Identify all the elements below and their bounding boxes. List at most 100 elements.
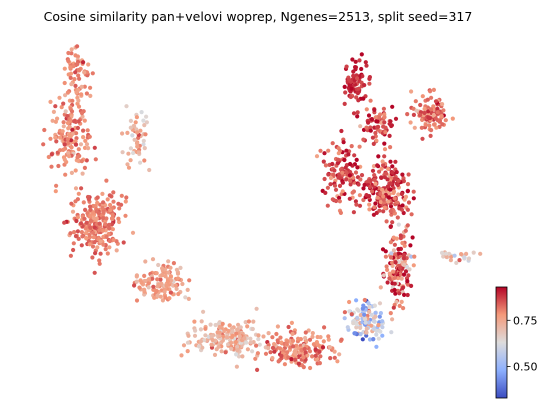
scatter-point bbox=[373, 181, 378, 186]
scatter-point bbox=[426, 115, 431, 120]
scatter-point bbox=[363, 60, 368, 65]
scatter-point bbox=[358, 177, 363, 182]
scatter-point bbox=[350, 57, 355, 62]
scatter-point bbox=[353, 59, 358, 64]
scatter-point bbox=[155, 293, 160, 298]
scatter-point bbox=[250, 349, 255, 354]
scatter-point bbox=[328, 175, 334, 181]
scatter-point bbox=[49, 152, 54, 157]
scatter-point bbox=[162, 289, 167, 294]
scatter-point bbox=[57, 95, 62, 100]
scatter-point bbox=[81, 128, 86, 133]
scatter-point bbox=[388, 159, 393, 164]
scatter-point bbox=[69, 47, 74, 52]
scatter-point bbox=[328, 356, 333, 361]
scatter-point bbox=[403, 194, 409, 199]
scatter-point bbox=[437, 118, 442, 124]
scatter-point bbox=[97, 261, 102, 266]
scatter-point bbox=[435, 110, 440, 115]
scatter-point bbox=[86, 146, 91, 151]
scatter-point bbox=[377, 314, 382, 319]
scatter-point bbox=[392, 275, 398, 280]
colorbar-ticks: 0.50 0.75 bbox=[507, 314, 538, 374]
scatter-point bbox=[388, 240, 393, 245]
scatter-point bbox=[385, 267, 390, 272]
scatter-point bbox=[396, 178, 401, 183]
scatter-point bbox=[90, 255, 95, 260]
scatter-point bbox=[385, 280, 390, 285]
scatter-point bbox=[256, 337, 261, 342]
scatter-point bbox=[359, 66, 364, 72]
scatter-point bbox=[70, 127, 75, 132]
scatter-point bbox=[198, 339, 203, 344]
scatter-point bbox=[142, 123, 147, 128]
scatter-point bbox=[237, 334, 242, 339]
scatter-point bbox=[386, 195, 391, 200]
scatter-point bbox=[142, 146, 147, 151]
scatter-point bbox=[124, 195, 129, 200]
scatter-point bbox=[65, 90, 70, 95]
scatter-point bbox=[88, 93, 93, 98]
scatter-point bbox=[376, 323, 381, 328]
scatter-point bbox=[357, 193, 362, 198]
scatter-point bbox=[353, 170, 359, 175]
scatter-point bbox=[136, 150, 142, 155]
scatter-point bbox=[270, 335, 275, 340]
scatter-point bbox=[246, 319, 251, 324]
scatter-point bbox=[402, 292, 407, 297]
scatter-point bbox=[332, 183, 338, 188]
scatter-point bbox=[405, 223, 410, 228]
scatter-point bbox=[372, 177, 377, 182]
scatter-point bbox=[50, 118, 55, 123]
scatter-point bbox=[100, 216, 106, 221]
scatter-point bbox=[355, 165, 360, 170]
scatter-point bbox=[143, 259, 148, 264]
scatter-point bbox=[336, 151, 341, 156]
scatter-point bbox=[69, 138, 74, 143]
scatter-point bbox=[361, 186, 366, 191]
scatter-point bbox=[68, 253, 73, 258]
scatter-point bbox=[400, 172, 405, 177]
scatter-point bbox=[340, 180, 345, 185]
scatter-point bbox=[181, 343, 187, 348]
scatter-point bbox=[256, 333, 261, 338]
scatter-point bbox=[108, 202, 113, 208]
scatter-point bbox=[353, 65, 358, 70]
scatter-point bbox=[71, 247, 76, 253]
scatter-point bbox=[359, 52, 364, 57]
scatter-point bbox=[449, 254, 454, 259]
scatter-point bbox=[466, 256, 472, 261]
scatter-point bbox=[399, 299, 404, 304]
scatter-point bbox=[49, 164, 54, 169]
scatter-point bbox=[351, 321, 356, 326]
scatter-point bbox=[388, 255, 394, 260]
scatter-point bbox=[65, 120, 70, 126]
scatter-point bbox=[186, 296, 191, 301]
scatter-point bbox=[355, 91, 360, 96]
scatter-point bbox=[378, 311, 383, 316]
scatter-point bbox=[62, 80, 67, 86]
scatter-point bbox=[402, 252, 407, 258]
scatter-point bbox=[397, 265, 402, 270]
scatter-point bbox=[266, 346, 271, 351]
scatter-point bbox=[73, 83, 78, 88]
scatter-point bbox=[383, 254, 388, 259]
scatter-point bbox=[66, 126, 71, 131]
scatter-point bbox=[248, 340, 253, 345]
scatter-point bbox=[68, 75, 73, 80]
scatter-point bbox=[76, 236, 81, 241]
scatter-point bbox=[366, 301, 371, 306]
scatter-point bbox=[371, 212, 376, 217]
scatter-point bbox=[338, 210, 343, 215]
scatter-point bbox=[422, 106, 427, 111]
scatter-point bbox=[53, 135, 58, 140]
scatter-point bbox=[356, 98, 361, 103]
scatter-point bbox=[411, 106, 416, 111]
scatter-point bbox=[266, 331, 271, 336]
scatter-point bbox=[69, 170, 74, 175]
scatter-point bbox=[234, 364, 239, 369]
scatter-point bbox=[457, 258, 462, 263]
scatter-point bbox=[313, 353, 318, 358]
scatter-point bbox=[373, 310, 378, 316]
scatter-point bbox=[75, 155, 80, 160]
